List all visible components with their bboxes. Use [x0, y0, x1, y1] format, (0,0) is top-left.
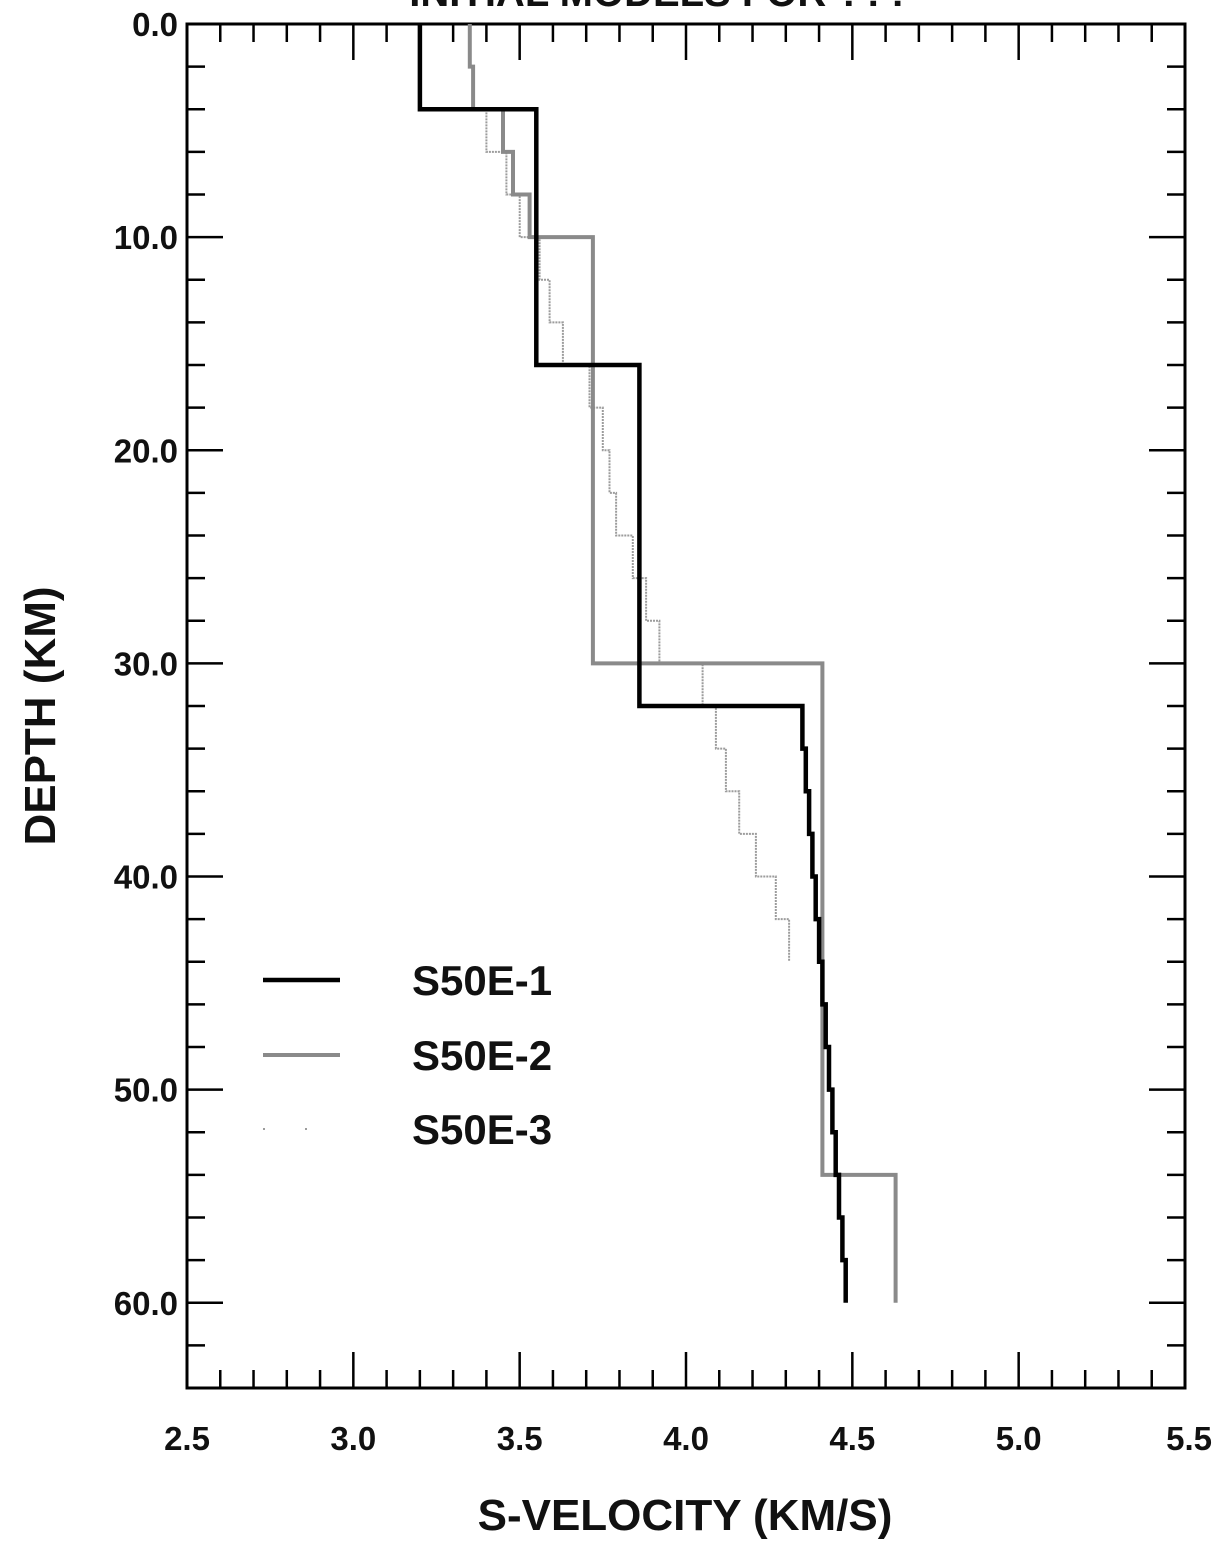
x-tick-label: 5.5 — [1166, 1420, 1212, 1457]
legend-label-s50e-1: S50E-1 — [412, 957, 552, 1004]
chart-title: INITIAL MODELS FOR ??? — [409, 0, 910, 15]
x-axis-tick-labels: 2.5 3.0 3.5 4.0 4.5 5.0 5.5 — [164, 1420, 1212, 1457]
y-tick-label: 10.0 — [114, 219, 178, 256]
legend: S50E-1 S50E-2 S50E-3 — [263, 957, 552, 1153]
y-tick-label: 60.0 — [114, 1285, 178, 1322]
x-tick-label: 5.0 — [996, 1420, 1042, 1457]
x-axis-label: S-VELOCITY (KM/S) — [478, 1491, 893, 1540]
y-axis-label: DEPTH (KM) — [16, 586, 65, 845]
y-tick-label: 20.0 — [114, 432, 178, 469]
y-axis-ticks — [187, 22, 1185, 1390]
series-line-s50e-1 — [417, 24, 848, 1303]
y-tick-label: 50.0 — [114, 1072, 178, 1109]
legend-label-s50e-3: S50E-3 — [412, 1106, 552, 1153]
x-axis-ticks — [185, 24, 1187, 1388]
x-tick-label: 4.5 — [829, 1420, 875, 1457]
y-tick-label: 40.0 — [114, 859, 178, 896]
x-tick-label: 2.5 — [164, 1420, 210, 1457]
legend-label-s50e-2: S50E-2 — [412, 1032, 552, 1079]
y-tick-label: 30.0 — [114, 645, 178, 682]
x-tick-label: 4.0 — [663, 1420, 709, 1457]
y-axis-tick-labels: 0.0 10.0 20.0 30.0 40.0 50.0 60.0 — [114, 6, 178, 1322]
y-tick-label: 0.0 — [132, 6, 178, 43]
series-line-s50e-3 — [468, 24, 791, 962]
x-tick-label: 3.0 — [330, 1420, 376, 1457]
series-lines — [417, 24, 898, 1303]
series-line-s50e-2 — [467, 24, 898, 1303]
x-tick-label: 3.5 — [497, 1420, 543, 1457]
